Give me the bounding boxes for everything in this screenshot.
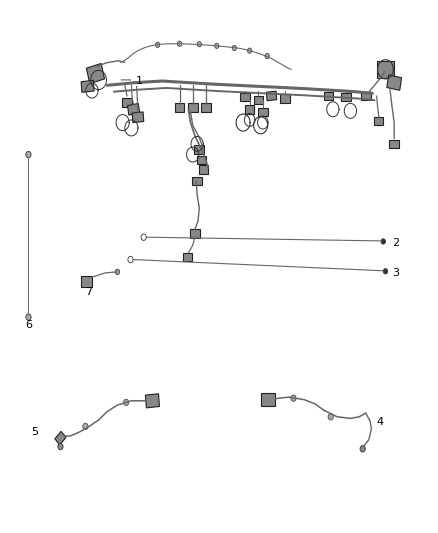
FancyBboxPatch shape xyxy=(145,394,159,408)
FancyBboxPatch shape xyxy=(324,92,333,100)
FancyBboxPatch shape xyxy=(374,117,383,125)
Text: 6: 6 xyxy=(25,320,32,330)
FancyBboxPatch shape xyxy=(197,156,206,164)
FancyBboxPatch shape xyxy=(175,103,184,112)
FancyBboxPatch shape xyxy=(254,96,263,104)
Circle shape xyxy=(247,48,252,53)
FancyBboxPatch shape xyxy=(81,80,94,92)
FancyBboxPatch shape xyxy=(81,276,92,287)
FancyBboxPatch shape xyxy=(190,229,200,238)
FancyBboxPatch shape xyxy=(201,103,211,112)
FancyBboxPatch shape xyxy=(240,93,250,101)
FancyBboxPatch shape xyxy=(261,393,275,406)
Circle shape xyxy=(215,43,219,49)
Circle shape xyxy=(141,234,146,240)
FancyBboxPatch shape xyxy=(258,108,268,116)
Circle shape xyxy=(58,443,63,450)
Circle shape xyxy=(26,314,31,320)
FancyBboxPatch shape xyxy=(183,253,192,261)
Circle shape xyxy=(26,151,31,158)
Text: 2: 2 xyxy=(392,238,399,248)
FancyBboxPatch shape xyxy=(121,98,132,107)
FancyBboxPatch shape xyxy=(361,92,371,100)
Circle shape xyxy=(115,269,120,274)
FancyBboxPatch shape xyxy=(86,63,105,84)
Circle shape xyxy=(381,239,385,244)
FancyBboxPatch shape xyxy=(387,75,402,90)
Circle shape xyxy=(265,53,269,59)
FancyBboxPatch shape xyxy=(55,431,66,445)
Text: 5: 5 xyxy=(32,427,39,437)
FancyBboxPatch shape xyxy=(377,61,394,78)
FancyBboxPatch shape xyxy=(341,93,351,101)
Circle shape xyxy=(360,446,365,452)
FancyBboxPatch shape xyxy=(188,103,198,112)
Text: 3: 3 xyxy=(392,269,399,278)
Circle shape xyxy=(232,45,237,51)
Circle shape xyxy=(328,414,333,420)
Circle shape xyxy=(155,42,160,47)
FancyBboxPatch shape xyxy=(199,165,208,174)
FancyBboxPatch shape xyxy=(194,145,204,154)
Circle shape xyxy=(83,423,88,430)
Circle shape xyxy=(124,399,129,406)
Circle shape xyxy=(197,42,201,47)
Circle shape xyxy=(291,395,296,401)
FancyBboxPatch shape xyxy=(280,94,290,103)
FancyBboxPatch shape xyxy=(127,103,140,115)
Circle shape xyxy=(128,256,133,263)
Circle shape xyxy=(177,41,182,46)
Text: 7: 7 xyxy=(85,287,92,297)
FancyBboxPatch shape xyxy=(245,105,254,114)
Circle shape xyxy=(383,269,388,274)
Text: 4: 4 xyxy=(377,417,384,427)
FancyBboxPatch shape xyxy=(192,177,202,185)
Text: 1: 1 xyxy=(136,76,143,86)
FancyBboxPatch shape xyxy=(266,91,277,101)
FancyBboxPatch shape xyxy=(132,112,144,123)
FancyBboxPatch shape xyxy=(389,140,399,148)
